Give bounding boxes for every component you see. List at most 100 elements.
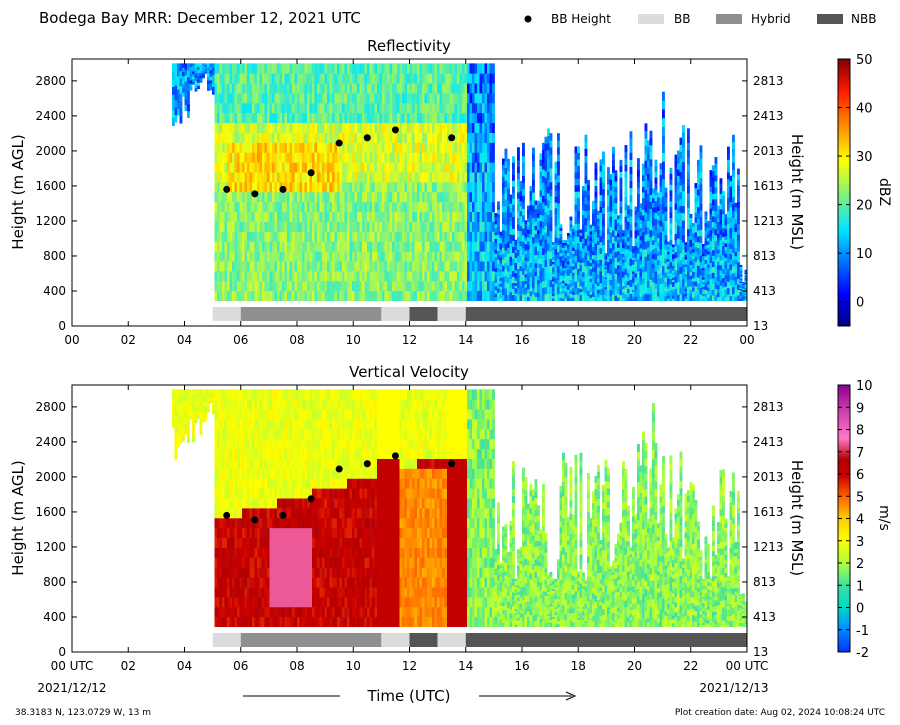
- field-cell: [239, 181, 243, 193]
- field-cell: [529, 209, 533, 216]
- field-cell: [319, 142, 323, 153]
- field-cell: [354, 162, 358, 173]
- field-cell: [469, 251, 473, 262]
- field-cell: [367, 280, 370, 292]
- field-cell: [654, 247, 658, 255]
- field-cell: [594, 162, 598, 169]
- field-cell: [519, 255, 523, 262]
- field-cell: [454, 83, 458, 94]
- field-cell: [659, 226, 663, 233]
- field-cell: [577, 255, 580, 263]
- field-cell: [439, 122, 443, 133]
- field-cell: [374, 102, 378, 114]
- field-cell: [224, 261, 228, 272]
- field-cell: [647, 253, 650, 261]
- field-cell: [472, 290, 475, 302]
- field-cell: [327, 280, 330, 292]
- field-cell: [392, 83, 395, 94]
- field-cell: [589, 272, 593, 276]
- field-cell: [317, 270, 320, 282]
- field-cell: [454, 132, 458, 143]
- field-cell: [372, 112, 375, 124]
- field-cell: [397, 221, 400, 232]
- field-cell: [564, 265, 568, 269]
- field-cell: [649, 258, 653, 266]
- field-cell: [592, 271, 595, 277]
- field-cell: [447, 290, 450, 302]
- field-cell: [657, 246, 660, 252]
- field-cell: [412, 102, 415, 114]
- field-cell: [479, 241, 483, 252]
- field-cell: [394, 241, 398, 252]
- field-cell: [449, 211, 453, 222]
- field-cell: [652, 267, 655, 274]
- field-cell: [679, 178, 683, 186]
- field-cell: [664, 286, 668, 292]
- field-cell: [587, 179, 590, 186]
- field-cell: [494, 260, 498, 265]
- field-cell: [467, 152, 470, 163]
- field-cell: [689, 278, 693, 283]
- field-cell: [559, 236, 563, 241]
- field-cell: [507, 182, 510, 189]
- field-cell: [439, 261, 443, 272]
- field-cell: [577, 165, 580, 173]
- field-cell: [412, 290, 415, 302]
- field-cell: [707, 260, 710, 265]
- field-cell: [602, 157, 605, 165]
- field-cell: [282, 142, 285, 153]
- field-cell: [289, 122, 293, 133]
- field-cell: [409, 73, 413, 84]
- field-cell: [649, 215, 653, 224]
- field-cell: [527, 272, 530, 278]
- field-cell: [174, 114, 178, 123]
- field-cell: [594, 214, 598, 221]
- field-cell: [452, 290, 455, 302]
- field-cell: [474, 221, 478, 232]
- field-cell: [297, 290, 300, 302]
- field-cell: [264, 132, 268, 143]
- field-cell: [554, 294, 558, 302]
- field-cell: [284, 280, 288, 292]
- field-cell: [329, 280, 333, 292]
- field-cell: [374, 211, 378, 222]
- field-cell: [619, 189, 623, 196]
- field-cell: [499, 254, 503, 258]
- field-cell: [274, 221, 278, 232]
- field-cell: [652, 277, 655, 283]
- field-cell: [299, 201, 303, 213]
- field-cell: [552, 246, 555, 250]
- field-cell: [427, 162, 430, 173]
- field-cell: [597, 259, 600, 264]
- field-cell: [607, 250, 610, 257]
- field-cell: [712, 187, 715, 194]
- field-cell: [679, 191, 683, 200]
- field-cell: [692, 248, 695, 253]
- field-cell: [467, 270, 470, 282]
- field-cell: [529, 271, 533, 278]
- field-cell: [569, 283, 573, 288]
- field-cell: [607, 283, 610, 290]
- field-cell: [389, 63, 393, 74]
- field-cell: [394, 261, 398, 272]
- field-cell: [467, 251, 470, 262]
- field-cell: [234, 241, 238, 252]
- field-cell: [324, 73, 328, 84]
- field-cell: [427, 73, 430, 84]
- field-cell: [452, 251, 455, 262]
- field-cell: [487, 152, 490, 163]
- field-cell: [304, 93, 308, 104]
- field-cell: [544, 136, 548, 144]
- field-cell: [399, 172, 403, 183]
- field-cell: [364, 152, 368, 163]
- field-cell: [642, 249, 645, 256]
- field-cell: [419, 112, 423, 124]
- field-cell: [344, 241, 348, 252]
- field-cell: [649, 166, 653, 174]
- field-cell: [569, 262, 573, 267]
- field-cell: [662, 170, 665, 180]
- field-cell: [482, 132, 485, 143]
- field-cell: [237, 221, 240, 232]
- field-cell: [459, 122, 463, 133]
- field-cell: [219, 142, 223, 153]
